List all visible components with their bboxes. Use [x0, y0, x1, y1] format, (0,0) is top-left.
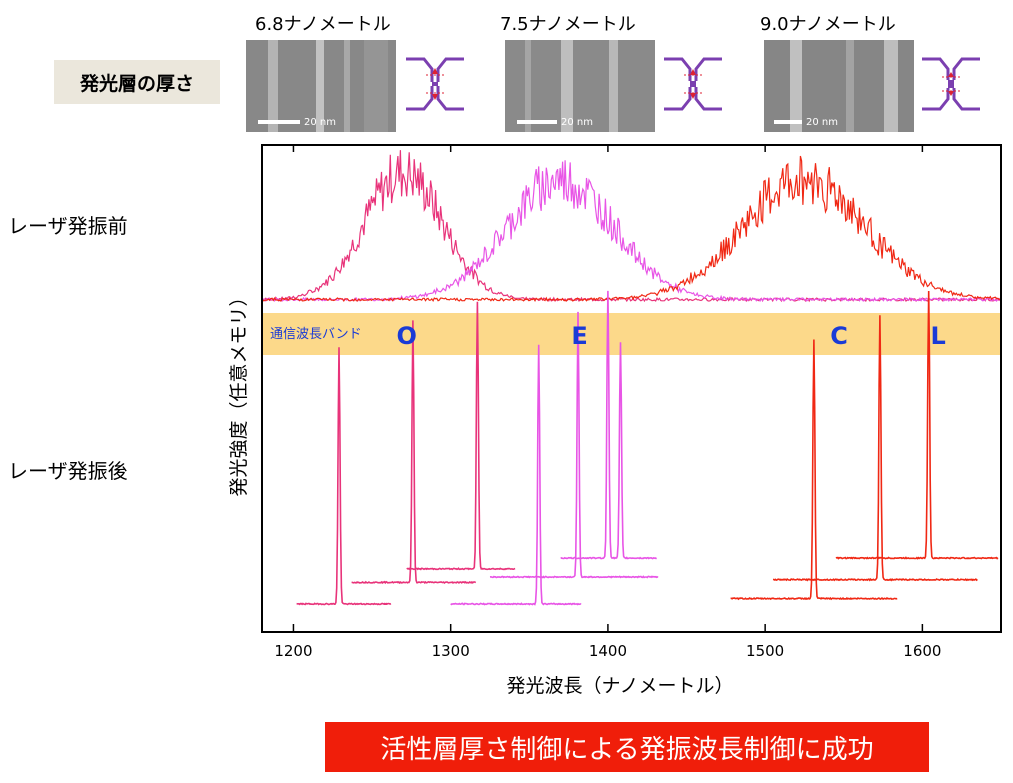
after-series-line [772, 315, 978, 582]
sem-image-3: 20 nm [764, 40, 914, 132]
band-letter: C [830, 322, 848, 350]
sem-image-2: 20 nm [505, 40, 655, 132]
band-letter: L [930, 322, 945, 350]
after-series-line [450, 344, 582, 606]
conclusion-banner: 活性層厚さ制御による発振波長制御に成功 [325, 722, 929, 772]
plot-frame [261, 144, 1002, 633]
after-series-line [730, 339, 898, 601]
row-label-before: レーザ発振前 [8, 214, 128, 238]
sem-texture-2 [505, 40, 655, 132]
device-icon-2 [664, 57, 722, 111]
before-spectra [261, 150, 1001, 303]
x-tick-label: 1200 [274, 642, 312, 660]
x-tick-label: 1500 [746, 642, 784, 660]
sample-label-1: 6.8ナノメートル [255, 14, 391, 35]
before-series-line [261, 160, 1001, 303]
after-series-line [835, 290, 999, 560]
device-icon-1 [406, 57, 464, 111]
scale-bar-label-3: 20 nm [806, 117, 838, 128]
band-letter: O [396, 322, 416, 350]
device-icon-3 [922, 57, 980, 111]
band-label: 通信波長バンド [270, 327, 362, 342]
thickness-label: 発光層の厚さ [79, 72, 194, 95]
x-tick-label: 1300 [432, 642, 470, 660]
x-axis-ticks: 1200 1300 1400 1500 1600 [274, 145, 941, 660]
row-label-after: レーザ発振後 [8, 459, 128, 483]
after-series-line [296, 347, 392, 606]
thickness-badge: 発光層の厚さ [54, 60, 220, 104]
sample-label-2: 7.5ナノメートル [500, 14, 636, 35]
sem-image-1: 20 nm [246, 40, 396, 132]
before-series-line [261, 155, 1001, 303]
after-series-line [351, 320, 477, 585]
conclusion-text: 活性層厚さ制御による発振波長制御に成功 [380, 734, 874, 765]
sem-texture-3 [764, 40, 914, 132]
x-tick-label: 1400 [589, 642, 627, 660]
before-series-line [261, 150, 1001, 303]
band-letter: E [571, 322, 587, 350]
after-series-line [560, 290, 657, 560]
after-series-line [489, 311, 659, 579]
after-series-line [406, 301, 516, 571]
x-tick-label: 1600 [903, 642, 941, 660]
y-axis-label: 発光強度（任意メモリ） [228, 287, 250, 496]
band-highlight [262, 313, 1001, 355]
x-axis-label: 発光波長（ナノメートル） [506, 675, 733, 697]
scale-bar-label-1: 20 nm [304, 117, 336, 128]
after-spectra [296, 290, 999, 606]
scale-bar-label-2: 20 nm [561, 117, 593, 128]
sem-texture-1 [246, 40, 396, 132]
sample-label-3: 9.0ナノメートル [760, 14, 896, 35]
